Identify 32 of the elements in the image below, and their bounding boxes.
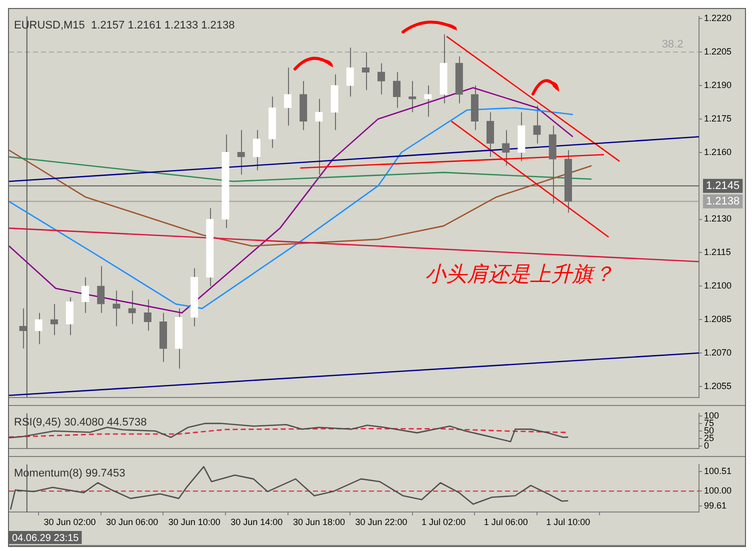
y-tick-label: 75 (704, 418, 714, 428)
y-tick-label: 50 (704, 425, 714, 436)
y-tick-label: 25 (704, 433, 714, 444)
ref-line-label: 1.2138 (706, 195, 740, 208)
x-tick-label: 30 Jun 14:00 (230, 517, 283, 528)
y-tick-label: 1.2055 (704, 380, 732, 391)
x-tick-label: 30 Jun 18:00 (292, 517, 345, 528)
y-tick-label: 1.2085 (704, 314, 732, 324)
y-tick-label: 1.2160 (704, 146, 732, 157)
y-tick-label: 1.2175 (704, 113, 732, 124)
y-tick-label: 100 (704, 410, 720, 420)
y-tick-label: 99.61 (704, 500, 727, 511)
y-tick-label: 1.2205 (704, 46, 732, 57)
y-tick-label: 1.2100 (704, 280, 732, 291)
x-tick-label: 1 Jul 02:00 (422, 517, 466, 528)
y-tick-label: 1.2115 (704, 247, 731, 258)
annotation: 小头肩还是上升旗？ (425, 262, 614, 286)
x-tick-label: 1 Jul 10:00 (546, 517, 590, 528)
y-tick-label: 1.2130 (704, 214, 732, 224)
y-tick-label: 1.2220 (704, 13, 732, 24)
y-tick-label: 100.00 (704, 486, 732, 496)
x-tick-label: 1 Jul 06:00 (484, 517, 528, 528)
y-tick-label: 1.2070 (704, 348, 732, 358)
x-tick-label: 30 Jun 10:00 (168, 517, 220, 528)
text: 04.06.29 23:15 (12, 532, 80, 544)
y-tick-label: 100.51 (704, 466, 732, 476)
x-tick-label: 30 Jun 22:00 (355, 517, 408, 528)
x-tick-label: 30 Jun 06:00 (106, 517, 158, 528)
y-tick-label: 0 (704, 440, 710, 451)
ref-line-label: 1.2145 (706, 180, 740, 192)
x-tick-label: 30 Jun 02:00 (44, 517, 96, 528)
y-tick-label: 1.2190 (704, 80, 732, 90)
